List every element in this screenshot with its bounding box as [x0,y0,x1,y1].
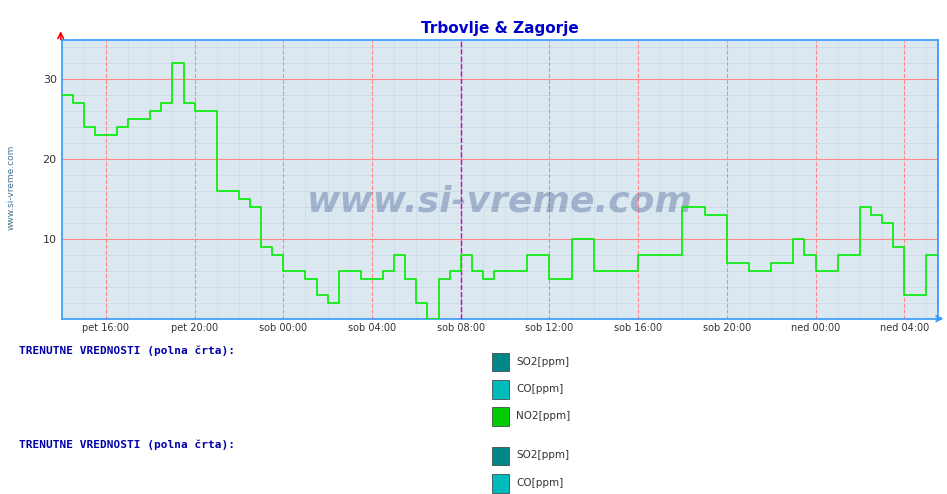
Text: SO2[ppm]: SO2[ppm] [516,357,569,367]
Text: www.si-vreme.com: www.si-vreme.com [307,184,692,218]
Text: TRENUTNE VREDNOSTI (polna črta):: TRENUTNE VREDNOSTI (polna črta): [19,440,235,450]
Text: CO[ppm]: CO[ppm] [516,478,563,488]
Text: TRENUTNE VREDNOSTI (polna črta):: TRENUTNE VREDNOSTI (polna črta): [19,346,235,356]
Text: SO2[ppm]: SO2[ppm] [516,451,569,460]
Text: www.si-vreme.com: www.si-vreme.com [7,145,16,230]
Text: CO[ppm]: CO[ppm] [516,384,563,394]
Text: NO2[ppm]: NO2[ppm] [516,411,570,421]
Title: Trbovlje & Zagorje: Trbovlje & Zagorje [420,21,579,36]
